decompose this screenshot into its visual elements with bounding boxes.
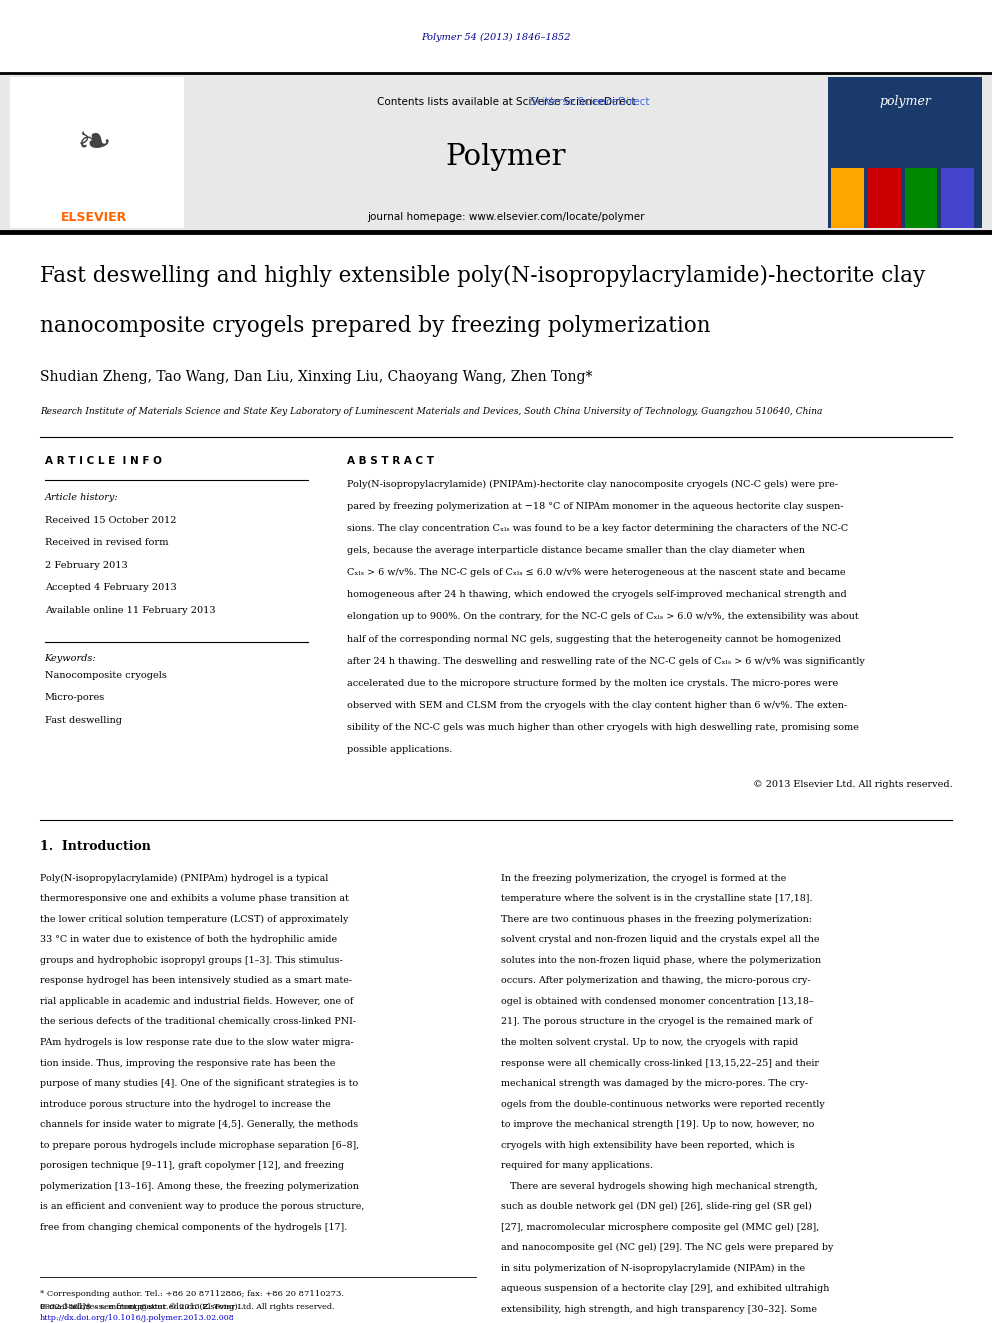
Text: Polymer: Polymer — [445, 143, 566, 172]
Text: Received 15 October 2012: Received 15 October 2012 — [45, 516, 177, 525]
Text: Micro-pores: Micro-pores — [45, 693, 105, 703]
Text: observed with SEM and CLSM from the cryogels with the clay content higher than 6: observed with SEM and CLSM from the cryo… — [347, 701, 847, 709]
Text: sions. The clay concentration Cₓₗₛ was found to be a key factor determining the : sions. The clay concentration Cₓₗₛ was f… — [347, 524, 848, 533]
Text: channels for inside water to migrate [4,5]. Generally, the methods: channels for inside water to migrate [4,… — [40, 1121, 358, 1129]
Text: gels, because the average interparticle distance became smaller than the clay di: gels, because the average interparticle … — [347, 546, 806, 556]
Text: sibility of the NC-C gels was much higher than other cryogels with high deswelli: sibility of the NC-C gels was much highe… — [347, 722, 859, 732]
Text: Available online 11 February 2013: Available online 11 February 2013 — [45, 606, 215, 615]
Text: ❧: ❧ — [76, 123, 112, 164]
Text: to improve the mechanical strength [19]. Up to now, however, no: to improve the mechanical strength [19].… — [501, 1121, 814, 1129]
Text: Received in revised form: Received in revised form — [45, 538, 168, 548]
Text: occurs. After polymerization and thawing, the micro-porous cry-: occurs. After polymerization and thawing… — [501, 976, 810, 986]
Text: 1.  Introduction: 1. Introduction — [40, 840, 151, 852]
Text: A R T I C L E  I N F O: A R T I C L E I N F O — [45, 456, 162, 467]
Text: * Corresponding author. Tel.: +86 20 87112886; fax: +86 20 87110273.: * Corresponding author. Tel.: +86 20 871… — [40, 1290, 343, 1298]
Bar — [0, 73, 992, 232]
Bar — [941, 168, 974, 228]
Text: PAm hydrogels is low response rate due to the slow water migra-: PAm hydrogels is low response rate due t… — [40, 1039, 353, 1046]
Text: Fast deswelling: Fast deswelling — [45, 716, 122, 725]
Text: Article history:: Article history: — [45, 493, 118, 503]
Text: the molten solvent crystal. Up to now, the cryogels with rapid: the molten solvent crystal. Up to now, t… — [501, 1039, 799, 1046]
Text: rial applicable in academic and industrial fields. However, one of: rial applicable in academic and industri… — [40, 998, 353, 1005]
Text: Poly(N-isopropylacrylamide) (PNIPAm)-hectorite clay nanocomposite cryogels (NC-C: Poly(N-isopropylacrylamide) (PNIPAm)-hec… — [347, 480, 838, 490]
Text: is an efficient and convenient way to produce the porous structure,: is an efficient and convenient way to pr… — [40, 1203, 364, 1211]
Text: 0032-3861/$ – see front matter © 2013 Elsevier Ltd. All rights reserved.: 0032-3861/$ – see front matter © 2013 El… — [40, 1303, 334, 1311]
Bar — [831, 168, 864, 228]
Text: purpose of many studies [4]. One of the significant strategies is to: purpose of many studies [4]. One of the … — [40, 1080, 358, 1088]
Text: http://dx.doi.org/10.1016/j.polymer.2013.02.008: http://dx.doi.org/10.1016/j.polymer.2013… — [40, 1314, 234, 1322]
Text: accelerated due to the micropore structure formed by the molten ice crystals. Th: accelerated due to the micropore structu… — [347, 679, 838, 688]
Text: mechanical strength was damaged by the micro-pores. The cry-: mechanical strength was damaged by the m… — [501, 1080, 808, 1088]
Bar — [868, 168, 901, 228]
Text: solutes into the non-frozen liquid phase, where the polymerization: solutes into the non-frozen liquid phase… — [501, 957, 821, 964]
Bar — [828, 77, 982, 228]
Text: groups and hydrophobic isopropyl groups [1–3]. This stimulus-: groups and hydrophobic isopropyl groups … — [40, 957, 342, 964]
Text: In the freezing polymerization, the cryogel is formed at the: In the freezing polymerization, the cryo… — [501, 875, 787, 882]
Text: [27], macromolecular microsphere composite gel (MMC gel) [28],: [27], macromolecular microsphere composi… — [501, 1222, 819, 1232]
Text: Keywords:: Keywords: — [45, 654, 96, 663]
Text: cryogels with high extensibility have been reported, which is: cryogels with high extensibility have be… — [501, 1140, 795, 1150]
Text: Fast deswelling and highly extensible poly(N-isopropylacrylamide)-hectorite clay: Fast deswelling and highly extensible po… — [40, 265, 925, 287]
Text: the serious defects of the traditional chemically cross-linked PNI-: the serious defects of the traditional c… — [40, 1017, 356, 1027]
Bar — [10, 77, 184, 228]
Text: There are several hydrogels showing high mechanical strength,: There are several hydrogels showing high… — [501, 1181, 817, 1191]
Text: possible applications.: possible applications. — [347, 745, 452, 754]
Text: Shudian Zheng, Tao Wang, Dan Liu, Xinxing Liu, Chaoyang Wang, Zhen Tong*: Shudian Zheng, Tao Wang, Dan Liu, Xinxin… — [40, 370, 592, 385]
Text: elongation up to 900%. On the contrary, for the NC-C gels of Cₓₗₛ > 6.0 w/v%, th: elongation up to 900%. On the contrary, … — [347, 613, 859, 622]
Text: half of the corresponding normal NC gels, suggesting that the heterogeneity cann: half of the corresponding normal NC gels… — [347, 635, 841, 643]
Text: solvent crystal and non-frozen liquid and the crystals expel all the: solvent crystal and non-frozen liquid an… — [501, 935, 819, 945]
Text: the lower critical solution temperature (LCST) of approximately: the lower critical solution temperature … — [40, 916, 348, 923]
Bar — [905, 168, 937, 228]
Text: ELSEVIER: ELSEVIER — [62, 210, 127, 224]
Text: aqueous suspension of a hectorite clay [29], and exhibited ultrahigh: aqueous suspension of a hectorite clay [… — [501, 1285, 829, 1293]
Text: Polymer 54 (2013) 1846–1852: Polymer 54 (2013) 1846–1852 — [422, 33, 570, 41]
Text: nanocomposite cryogels prepared by freezing polymerization: nanocomposite cryogels prepared by freez… — [40, 315, 710, 337]
Text: tion inside. Thus, improving the responsive rate has been the: tion inside. Thus, improving the respons… — [40, 1058, 335, 1068]
Text: Research Institute of Materials Science and State Key Laboratory of Luminescent : Research Institute of Materials Science … — [40, 407, 822, 417]
Text: 2 February 2013: 2 February 2013 — [45, 561, 127, 570]
Text: E-mail address: mctong@scut.edu.cn (Z. Tong).: E-mail address: mctong@scut.edu.cn (Z. T… — [40, 1303, 240, 1311]
Text: introduce porous structure into the hydrogel to increase the: introduce porous structure into the hydr… — [40, 1099, 330, 1109]
Text: free from changing chemical components of the hydrogels [17].: free from changing chemical components o… — [40, 1222, 347, 1232]
Text: response hydrogel has been intensively studied as a smart mate-: response hydrogel has been intensively s… — [40, 976, 352, 986]
Text: SciVerse ScienceDirect: SciVerse ScienceDirect — [531, 97, 650, 107]
Text: Nanocomposite cryogels: Nanocomposite cryogels — [45, 671, 167, 680]
Text: Accepted 4 February 2013: Accepted 4 February 2013 — [45, 583, 177, 593]
Text: after 24 h thawing. The deswelling and reswelling rate of the NC-C gels of Cₓₗₛ : after 24 h thawing. The deswelling and r… — [347, 656, 865, 665]
Text: and nanocomposite gel (NC gel) [29]. The NC gels were prepared by: and nanocomposite gel (NC gel) [29]. The… — [501, 1244, 833, 1252]
Text: required for many applications.: required for many applications. — [501, 1162, 653, 1170]
Text: 33 °C in water due to existence of both the hydrophilic amide: 33 °C in water due to existence of both … — [40, 935, 337, 945]
Text: polymerization [13–16]. Among these, the freezing polymerization: polymerization [13–16]. Among these, the… — [40, 1181, 358, 1191]
Text: porosigen technique [9–11], graft copolymer [12], and freezing: porosigen technique [9–11], graft copoly… — [40, 1162, 344, 1170]
Text: polymer: polymer — [879, 95, 931, 108]
Text: Cₓₗₛ > 6 w/v%. The NC-C gels of Cₓₗₛ ≤ 6.0 w/v% were heterogeneous at the nascen: Cₓₗₛ > 6 w/v%. The NC-C gels of Cₓₗₛ ≤ 6… — [347, 569, 846, 577]
Text: thermoresponsive one and exhibits a volume phase transition at: thermoresponsive one and exhibits a volu… — [40, 894, 348, 904]
Text: homogeneous after 24 h thawing, which endowed the cryogels self-improved mechani: homogeneous after 24 h thawing, which en… — [347, 590, 847, 599]
Text: in situ polymerization of N-isopropylacrylamide (NIPAm) in the: in situ polymerization of N-isopropylacr… — [501, 1263, 806, 1273]
Text: temperature where the solvent is in the crystalline state [17,18].: temperature where the solvent is in the … — [501, 894, 812, 904]
Text: 21]. The porous structure in the cryogel is the remained mark of: 21]. The porous structure in the cryogel… — [501, 1017, 812, 1027]
Text: There are two continuous phases in the freezing polymerization:: There are two continuous phases in the f… — [501, 916, 812, 923]
Text: such as double network gel (DN gel) [26], slide-ring gel (SR gel): such as double network gel (DN gel) [26]… — [501, 1203, 811, 1211]
Text: response were all chemically cross-linked [13,15,22–25] and their: response were all chemically cross-linke… — [501, 1058, 818, 1068]
Text: © 2013 Elsevier Ltd. All rights reserved.: © 2013 Elsevier Ltd. All rights reserved… — [753, 781, 952, 789]
Text: to prepare porous hydrogels include microphase separation [6–8],: to prepare porous hydrogels include micr… — [40, 1140, 359, 1150]
Text: ogel is obtained with condensed monomer concentration [13,18–: ogel is obtained with condensed monomer … — [501, 998, 813, 1005]
Text: pared by freezing polymerization at −18 °C of NIPAm monomer in the aqueous hecto: pared by freezing polymerization at −18 … — [347, 503, 844, 511]
Text: Contents lists available at SciVerse ScienceDirect: Contents lists available at SciVerse Sci… — [377, 97, 635, 107]
Text: extensibility, high strength, and high transparency [30–32]. Some: extensibility, high strength, and high t… — [501, 1304, 817, 1314]
Text: ogels from the double-continuous networks were reported recently: ogels from the double-continuous network… — [501, 1099, 824, 1109]
Text: A B S T R A C T: A B S T R A C T — [347, 456, 434, 467]
Text: journal homepage: www.elsevier.com/locate/polymer: journal homepage: www.elsevier.com/locat… — [367, 212, 645, 222]
Text: Poly(N-isopropylacrylamide) (PNIPAm) hydrogel is a typical: Poly(N-isopropylacrylamide) (PNIPAm) hyd… — [40, 875, 328, 882]
